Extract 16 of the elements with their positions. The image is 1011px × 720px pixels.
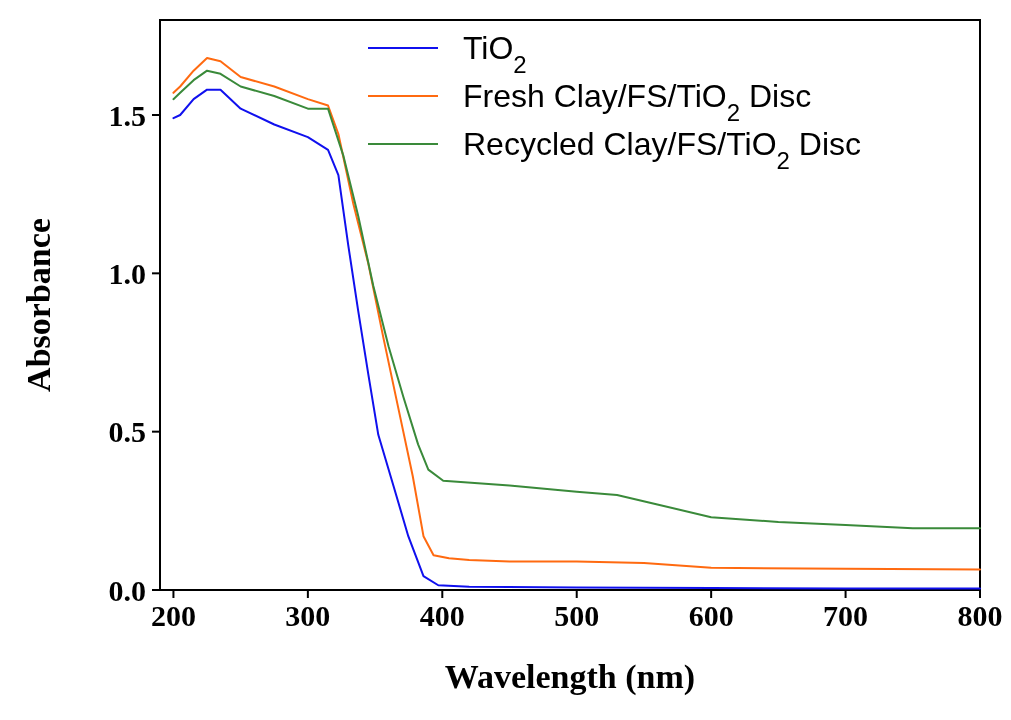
y-tick-label: 1.0 [108,256,146,290]
x-tick-label: 400 [419,599,465,632]
legend-label: Recycled Clay/FS/TiO$_{2}$ Disc [463,126,862,174]
x-tick-label: 500 [554,599,600,632]
x-axis-title: Wavelength (nm) [444,658,696,696]
x-tick-label: 200 [150,599,196,632]
x-tick-label: 300 [285,599,331,632]
y-axis-title: Absorbance [20,218,57,392]
y-tick-label: 0.5 [108,415,146,449]
x-tick-label: 800 [957,599,1003,632]
x-tick-label: 600 [688,599,734,632]
legend-label: Fresh Clay/FS/TiO$_{2}$ Disc [463,78,812,126]
x-tick-label: 700 [823,599,869,632]
y-tick-label: 0.0 [108,573,146,607]
y-tick-label: 1.5 [108,98,146,132]
legend-label: TiO$_{2}$ [463,30,527,78]
